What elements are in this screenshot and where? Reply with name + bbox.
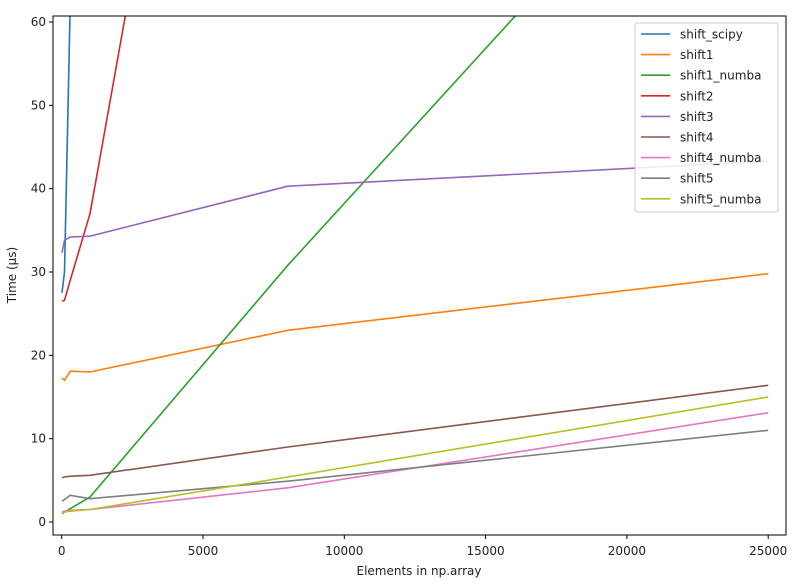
- x-tick-label: 0: [58, 544, 66, 558]
- legend-label: shift_scipy: [680, 28, 743, 42]
- x-tick-label: 5000: [188, 544, 219, 558]
- legend-label: shift5: [680, 172, 714, 186]
- series-lines: [61, 16, 769, 515]
- series-line-shift3: [61, 160, 769, 253]
- plot-frame: [52, 15, 787, 536]
- legend-item-shift4_numba: shift4_numba: [641, 151, 761, 165]
- legend-item-shift4: shift4: [641, 131, 714, 145]
- series-line-shift_scipy: [61, 16, 71, 293]
- legend-label: shift1: [680, 48, 714, 62]
- x-axis: 0 5000 10000 15000 20000 25000: [58, 535, 787, 558]
- series-line-shift4: [61, 384, 769, 479]
- legend-item-shift2: shift2: [641, 89, 714, 103]
- y-tick-label: 0: [38, 515, 46, 529]
- y-axis-label: Time (μs): [5, 247, 19, 304]
- legend-label: shift4_numba: [680, 151, 761, 165]
- y-tick-label: 20: [31, 348, 46, 362]
- y-axis: 0 10 20 30 40 50 60: [31, 15, 53, 529]
- series-line-shift2: [61, 16, 127, 302]
- y-tick-label: 50: [31, 98, 46, 112]
- y-tick-label: 60: [31, 15, 46, 29]
- y-tick-label: 40: [31, 182, 46, 196]
- legend-label: shift2: [680, 89, 714, 103]
- y-tick-label: 30: [31, 265, 46, 279]
- legend-label: shift1_numba: [680, 69, 761, 83]
- x-tick-label: 10000: [325, 544, 363, 558]
- series-line-shift5_numba: [61, 396, 769, 514]
- legend-item-shift5: shift5: [641, 172, 714, 186]
- legend-item-shift1_numba: shift1_numba: [641, 69, 761, 83]
- x-tick-label: 25000: [749, 544, 787, 558]
- legend-item-shift5_numba: shift5_numba: [641, 192, 761, 206]
- legend-label: shift5_numba: [680, 192, 761, 206]
- legend-item-shift3: shift3: [641, 110, 714, 124]
- x-tick-label: 20000: [608, 544, 646, 558]
- y-tick-label: 10: [31, 432, 46, 446]
- legend-label: shift3: [680, 110, 714, 124]
- legend-item-shift_scipy: shift_scipy: [641, 28, 743, 42]
- legend-item-shift1: shift1: [641, 48, 714, 62]
- legend-label: shift4: [680, 131, 714, 145]
- series-line-shift5: [61, 429, 769, 502]
- series-line-shift1: [61, 272, 769, 382]
- x-axis-label: Elements in np.array: [356, 564, 481, 578]
- legend-box: [634, 22, 779, 213]
- x-tick-label: 15000: [467, 544, 505, 558]
- legend: shift_scipy shift1 shift1_numba shift2 shift…: [634, 22, 779, 213]
